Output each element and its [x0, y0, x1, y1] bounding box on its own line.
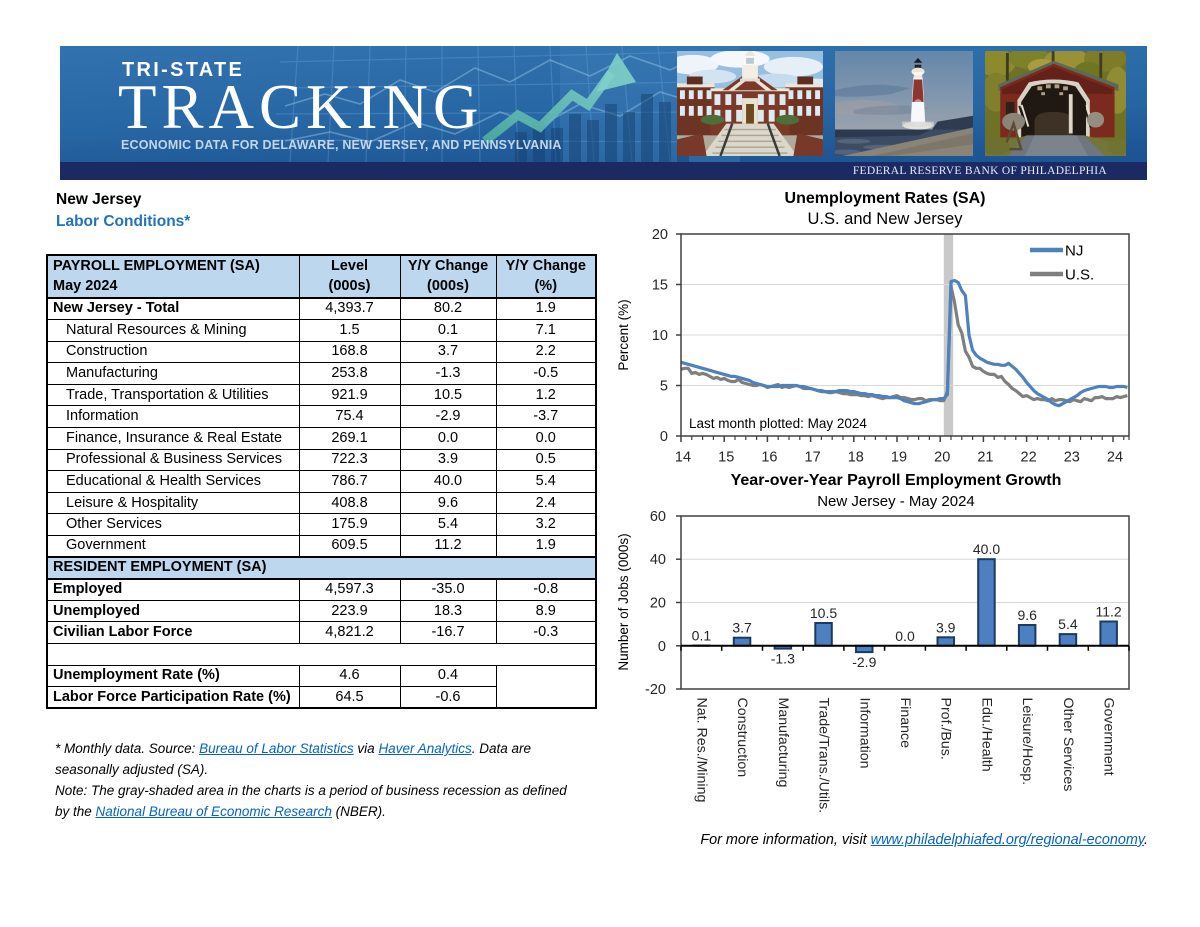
svg-text:40: 40 — [650, 552, 666, 568]
svg-text:Percent (%): Percent (%) — [616, 299, 631, 370]
svg-text:22: 22 — [1021, 450, 1037, 466]
svg-text:20: 20 — [934, 450, 950, 466]
svg-text:Nat. Res./Mining: Nat. Res./Mining — [693, 698, 709, 803]
svg-text:17: 17 — [805, 450, 821, 466]
svg-text:0.0: 0.0 — [895, 628, 915, 644]
svg-text:Last month plotted: May 2024: Last month plotted: May 2024 — [689, 416, 867, 431]
svg-text:Government: Government — [1101, 698, 1117, 776]
svg-text:Other Services: Other Services — [1060, 698, 1076, 792]
svg-text:19: 19 — [891, 450, 907, 466]
svg-text:0.1: 0.1 — [692, 628, 712, 644]
svg-text:20: 20 — [652, 228, 668, 243]
svg-text:Edu./Health: Edu./Health — [979, 698, 995, 772]
svg-text:40.0: 40.0 — [973, 541, 1000, 557]
svg-text:3.7: 3.7 — [732, 620, 752, 636]
svg-text:15: 15 — [718, 450, 734, 466]
svg-text:0: 0 — [658, 639, 666, 655]
svg-text:U.S.: U.S. — [1065, 267, 1094, 284]
svg-text:10.5: 10.5 — [810, 605, 837, 621]
svg-text:Manufacturing: Manufacturing — [775, 698, 791, 788]
svg-text:-20: -20 — [645, 682, 666, 698]
svg-text:15: 15 — [652, 278, 668, 294]
svg-text:NJ: NJ — [1065, 243, 1083, 260]
svg-text:10: 10 — [652, 328, 668, 344]
svg-text:Leisure/Hosp.: Leisure/Hosp. — [1019, 698, 1035, 786]
svg-text:16: 16 — [761, 450, 777, 466]
svg-text:Prof./Bus.: Prof./Bus. — [938, 698, 954, 760]
svg-text:5.4: 5.4 — [1058, 616, 1078, 632]
svg-text:23: 23 — [1064, 450, 1080, 466]
svg-text:Number of Jobs (000s): Number of Jobs (000s) — [616, 533, 631, 670]
svg-text:-2.9: -2.9 — [852, 654, 876, 670]
svg-text:-1.3: -1.3 — [771, 651, 795, 667]
svg-text:Information: Information — [856, 698, 872, 769]
svg-text:0: 0 — [660, 429, 668, 445]
svg-text:14: 14 — [675, 450, 691, 466]
svg-text:21: 21 — [977, 450, 993, 466]
svg-text:11.2: 11.2 — [1095, 604, 1121, 620]
svg-text:Trade/Trans./Utils.: Trade/Trans./Utils. — [816, 698, 832, 814]
svg-text:3.9: 3.9 — [936, 619, 956, 635]
svg-text:Finance: Finance — [897, 698, 913, 749]
svg-text:5: 5 — [660, 379, 668, 395]
svg-text:9.6: 9.6 — [1017, 607, 1037, 623]
svg-text:18: 18 — [848, 450, 864, 466]
svg-text:20: 20 — [650, 596, 666, 612]
svg-text:Construction: Construction — [734, 698, 750, 778]
svg-text:60: 60 — [650, 509, 666, 525]
svg-text:24: 24 — [1107, 450, 1123, 466]
